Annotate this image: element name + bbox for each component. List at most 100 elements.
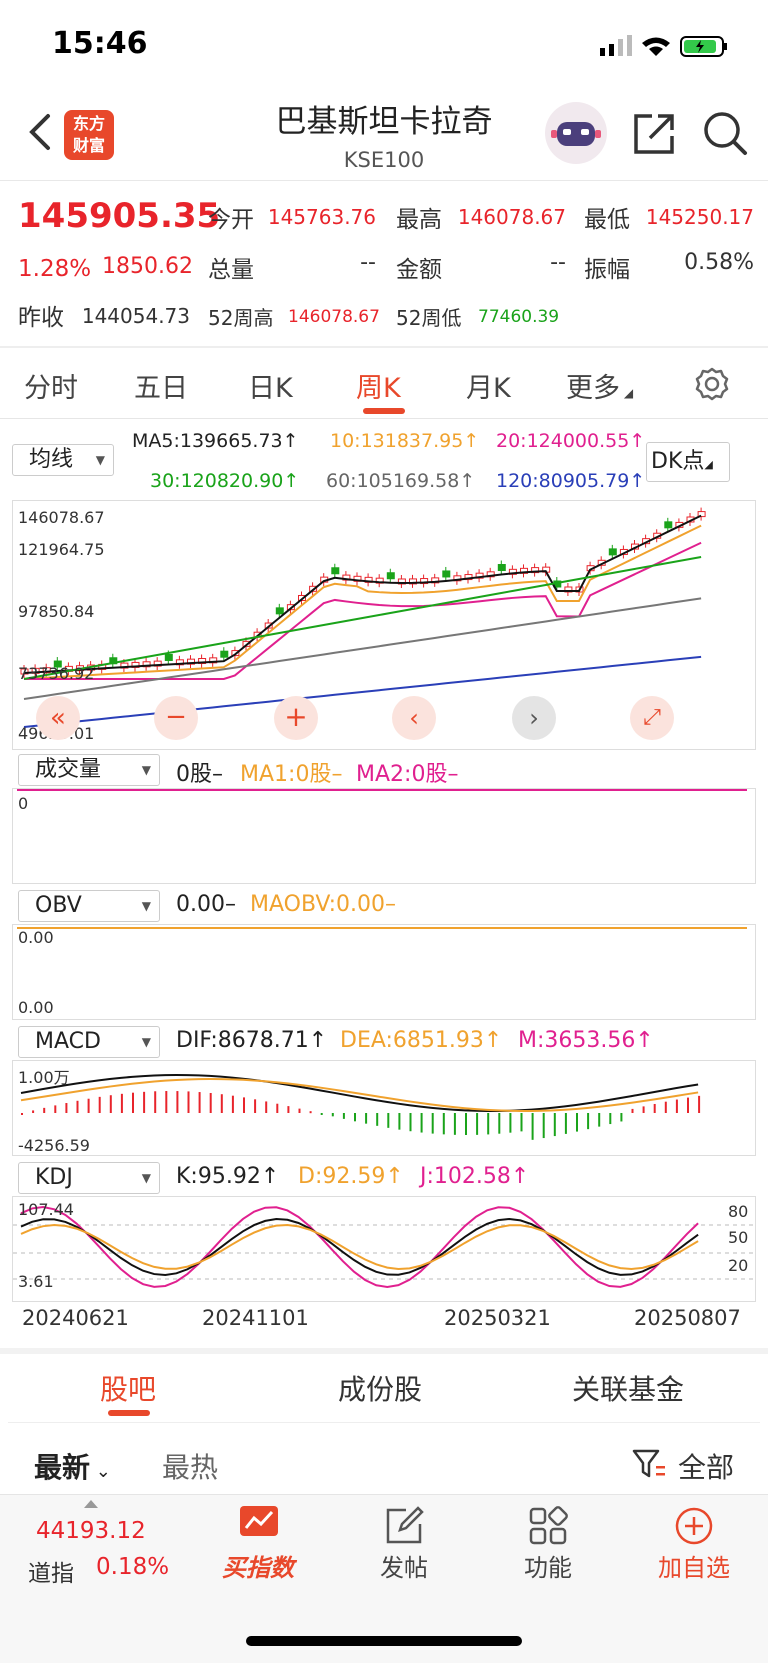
kline-chart[interactable] [12, 500, 756, 750]
tab-related-funds[interactable]: 关联基金 [572, 1373, 685, 1406]
high-value: 146078.67 [457, 205, 566, 229]
nav-functions[interactable]: 功能 [524, 1554, 572, 1582]
amplitude-label: 振幅 [584, 257, 630, 283]
tab-guba[interactable]: 股吧 [100, 1373, 157, 1406]
y-axis-label: 121964.75 [18, 540, 105, 559]
ticker-name[interactable]: 道指 [28, 1561, 74, 1587]
ma120-line [23, 655, 702, 728]
fullscreen-icon[interactable]: ⤢ [630, 696, 674, 740]
y-axis-label: -4256.59 [18, 1136, 90, 1155]
macd-bar [254, 1099, 257, 1113]
candle-body [120, 662, 129, 669]
candle-body [497, 564, 506, 572]
macd-selector[interactable]: MACD ▼ [18, 1026, 160, 1058]
tab-constituents[interactable]: 成份股 [338, 1373, 423, 1406]
high-label: 最高 [396, 207, 442, 233]
settings-gear-icon[interactable] [694, 366, 730, 402]
ticker-value[interactable]: 44193.12 [36, 1518, 146, 1544]
active-tab-indicator [108, 1410, 150, 1416]
kdj-chart[interactable] [12, 1196, 756, 1302]
candle-body [164, 653, 173, 661]
sort-latest[interactable]: 最新 ⌄ [34, 1451, 111, 1484]
tab-monthly-k[interactable]: 月K [466, 373, 511, 404]
filter-icon[interactable] [632, 1448, 666, 1480]
candle-body [431, 577, 440, 584]
buy-index-icon[interactable] [238, 1504, 280, 1544]
last-price: 145905.35 [18, 196, 221, 236]
divider [8, 1422, 760, 1423]
macd-bar [420, 1113, 423, 1133]
assistant-avatar-icon[interactable] [545, 102, 607, 164]
macd-bar [21, 1113, 23, 1115]
functions-grid-icon[interactable] [528, 1506, 568, 1546]
macd-bar [698, 1095, 701, 1113]
tab-five-day[interactable]: 五日 [134, 373, 188, 404]
tab-intraday[interactable]: 分时 [24, 373, 78, 404]
filter-all[interactable]: 全部 [678, 1451, 735, 1484]
scroll-right-icon[interactable]: › [512, 696, 556, 740]
tab-daily-k[interactable]: 日K [248, 373, 293, 404]
date-label: 20241101 [202, 1306, 309, 1330]
candle-body [397, 578, 406, 585]
candle-body [442, 570, 451, 578]
ma5-value: MA5:139665.73↑ [132, 430, 299, 452]
active-tab-indicator [363, 408, 405, 414]
expand-up-icon[interactable] [84, 1500, 98, 1508]
d-line [20, 1224, 699, 1270]
candle-body [20, 668, 29, 675]
zoom-out-icon[interactable]: − [154, 696, 198, 740]
macd-bar [453, 1113, 456, 1135]
home-indicator [246, 1636, 522, 1646]
nav-add-watchlist[interactable]: 加自选 [658, 1554, 730, 1582]
kdj-j: J:102.58↑ [420, 1164, 530, 1189]
tab-weekly-k[interactable]: 周K [356, 373, 401, 404]
zoom-in-icon[interactable]: + [274, 696, 318, 740]
low-value: 145250.17 [645, 205, 754, 229]
macd-bar [154, 1091, 157, 1113]
kdj-tick: 50 [728, 1228, 749, 1247]
j-line [20, 1206, 699, 1289]
maobv-value: MAOBV:0.00– [250, 892, 397, 917]
y-axis-label: 107.44 [18, 1200, 74, 1219]
macd-m: M:3653.56↑ [518, 1028, 654, 1053]
post-icon[interactable] [384, 1506, 424, 1546]
nav-post[interactable]: 发帖 [380, 1554, 428, 1582]
candle-body [209, 657, 218, 664]
scroll-left-icon[interactable]: ‹ [392, 696, 436, 740]
macd-chart[interactable] [12, 1060, 756, 1156]
macd-bar [598, 1113, 601, 1127]
macd-bar [98, 1096, 101, 1113]
dea-line [20, 1078, 699, 1112]
macd-bar [675, 1099, 678, 1113]
scroll-start-icon[interactable]: « [36, 696, 80, 740]
obv-chart[interactable] [12, 924, 756, 1020]
macd-bar [43, 1107, 46, 1113]
add-watchlist-icon[interactable] [674, 1506, 714, 1546]
ma-selector[interactable]: 均线 ▼ [12, 444, 114, 476]
macd-bar [342, 1113, 345, 1119]
obv-selector[interactable]: OBV ▼ [18, 890, 160, 922]
dk-point-button[interactable]: DK点◢ [646, 442, 730, 482]
sort-hot[interactable]: 最热 [162, 1451, 219, 1484]
macd-bar [309, 1111, 312, 1114]
ticker-pct[interactable]: 0.18% [96, 1554, 170, 1580]
search-icon[interactable] [702, 110, 748, 156]
tab-more[interactable]: 更多 ◢ [566, 373, 634, 404]
ma10-value: 10:131837.95↑ [330, 430, 480, 452]
macd-bar [542, 1113, 545, 1139]
kdj-d: D:92.59↑ [298, 1164, 404, 1189]
macd-bar [32, 1110, 35, 1113]
y-axis-label: 0.00 [18, 928, 54, 947]
volume-selector[interactable]: 成交量 ▼ [18, 754, 160, 786]
macd-bar [476, 1113, 479, 1135]
ma30-line [23, 556, 702, 680]
kdj-selector[interactable]: KDJ ▼ [18, 1162, 160, 1194]
wk52-high-value: 146078.67 [288, 307, 380, 327]
ma5-line [23, 514, 702, 674]
share-icon[interactable] [632, 112, 676, 156]
candle-body [508, 568, 517, 575]
macd-bar [631, 1108, 634, 1113]
volume-chart[interactable] [12, 788, 756, 884]
back-icon[interactable] [26, 112, 52, 152]
nav-buy-index[interactable]: 买指数 [222, 1554, 294, 1582]
